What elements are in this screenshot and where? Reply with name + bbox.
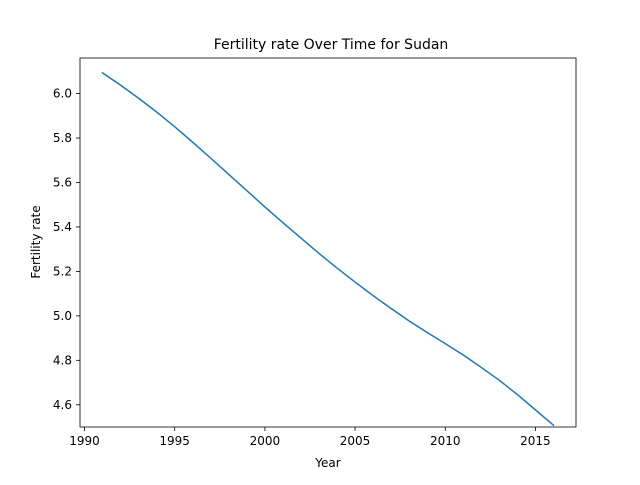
y-tick-label: 6.0 bbox=[53, 87, 72, 101]
y-tick-label: 4.6 bbox=[53, 398, 72, 412]
y-axis-ticks: 4.6 4.8 5.0 5.2 5.4 5.6 5.8 6.0 bbox=[53, 87, 80, 412]
y-axis-label: Fertility rate bbox=[29, 205, 43, 278]
axes-frame bbox=[79, 57, 577, 428]
plot-area bbox=[79, 57, 577, 428]
x-axis-label: Year bbox=[314, 456, 340, 470]
series-line-0 bbox=[101, 71, 555, 427]
x-tick-label: 2005 bbox=[340, 434, 371, 448]
x-tick-label: 1990 bbox=[69, 434, 100, 448]
y-tick-label: 5.2 bbox=[53, 264, 72, 278]
x-tick-label: 2000 bbox=[250, 434, 281, 448]
chart-title: Fertility rate Over Time for Sudan bbox=[214, 37, 449, 53]
x-tick-label: 2010 bbox=[430, 434, 461, 448]
y-tick-label: 5.0 bbox=[53, 309, 72, 323]
x-axis-ticks: 1990 1995 2000 2005 2010 2015 bbox=[69, 427, 551, 448]
x-tick-label: 1995 bbox=[159, 434, 190, 448]
y-tick-label: 4.8 bbox=[53, 353, 72, 367]
x-tick-label: 2015 bbox=[520, 434, 551, 448]
y-tick-label: 5.8 bbox=[53, 131, 72, 145]
y-tick-label: 5.4 bbox=[53, 220, 72, 234]
y-tick-label: 5.6 bbox=[53, 175, 72, 189]
